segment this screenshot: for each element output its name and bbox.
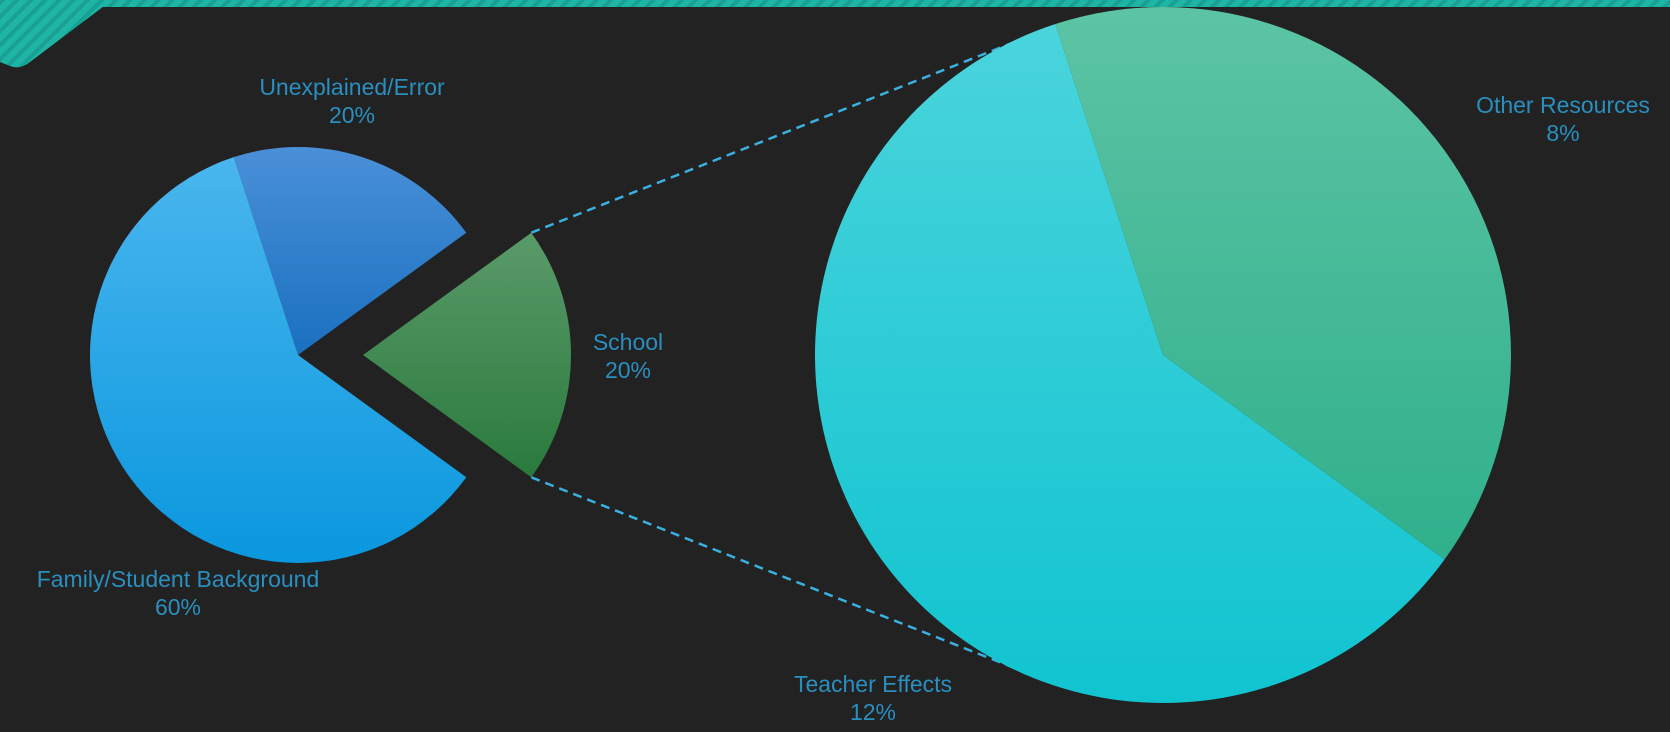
decor-top-stripe (0, 0, 1670, 7)
pie-slice-other-resources (1055, 6, 1512, 560)
decor-top-band (0, 0, 1670, 68)
primary-pie (90, 146, 572, 563)
data-label-family-student-background: Family/Student Background 60% (37, 566, 320, 620)
pie-slice-unexplained-error (233, 146, 467, 355)
data-label-teacher-effects: Teacher Effects 12% (794, 671, 952, 725)
decor-corner-tab (0, 0, 112, 68)
secondary-pie (815, 6, 1512, 703)
data-label-unexplained-error: Unexplained/Error 20% (259, 74, 445, 128)
connector-bottom (530, 476, 1046, 682)
data-labels: Family/Student Background 60% School 20% Une… (37, 74, 1650, 725)
data-label-other-resources: Other Resources 8% (1476, 92, 1650, 146)
pie-slice-family-student-background (90, 157, 467, 563)
connector-top (530, 28, 1046, 234)
pie-slice-school (363, 232, 572, 478)
data-label-school: School 20% (593, 329, 663, 383)
pie-connectors (530, 28, 1046, 682)
pie-slice-teacher-effects (815, 24, 1445, 703)
